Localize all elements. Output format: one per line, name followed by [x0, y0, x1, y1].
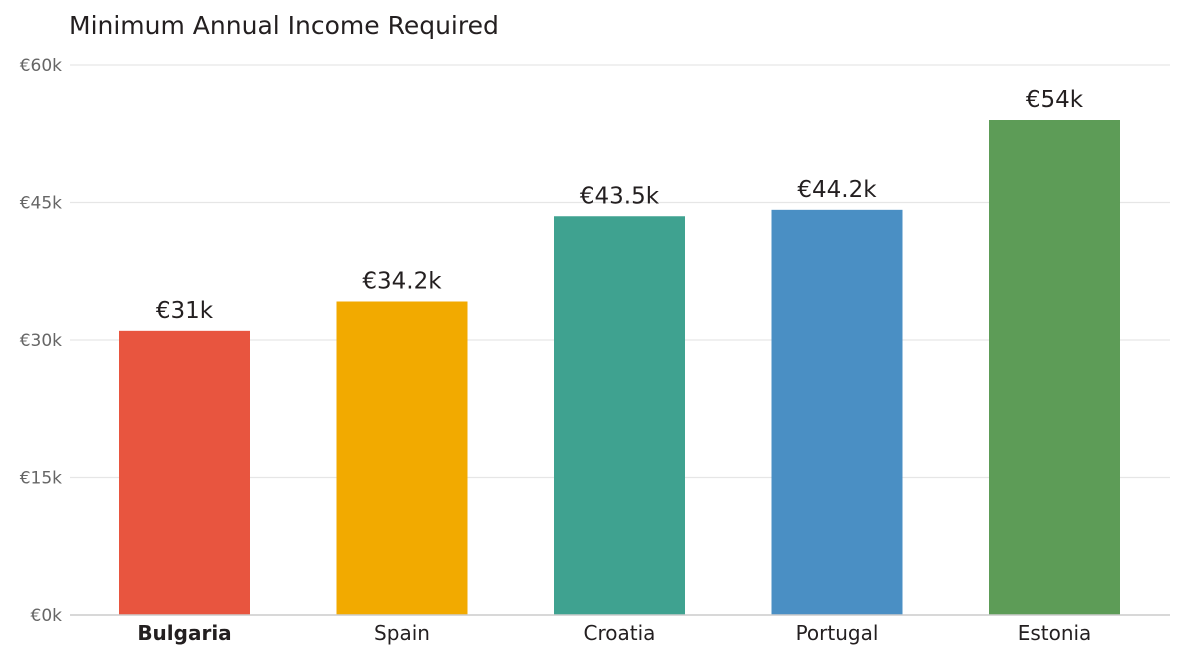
x-tick-label: Estonia: [1018, 621, 1092, 645]
y-tick-label: €60k: [20, 56, 62, 76]
bar-value-label: €44.2k: [797, 177, 877, 203]
y-tick-label: €0k: [31, 606, 63, 626]
bars: [119, 120, 1120, 616]
bar-value-label: €54k: [1026, 87, 1084, 113]
labels: €0k €15k €30k €45k €60k €31k Bulgaria €34.2k Spa…: [20, 56, 1092, 645]
bar: [554, 216, 685, 615]
x-tick-label: Spain: [374, 621, 430, 645]
y-tick-label: €15k: [20, 469, 62, 489]
x-tick-label: Portugal: [796, 621, 879, 645]
bar-value-label: €34.2k: [362, 269, 442, 295]
y-tick-label: €45k: [20, 194, 62, 214]
bar: [771, 209, 903, 616]
y-tick-label: €30k: [20, 331, 62, 351]
x-tick-label: Bulgaria: [137, 621, 231, 645]
bar-value-label: €31k: [156, 298, 214, 324]
bar: [119, 330, 250, 615]
bar-value-label: €43.5k: [580, 183, 660, 209]
x-tick-label: Croatia: [584, 621, 656, 645]
bar: [336, 301, 468, 615]
bar: [989, 120, 1120, 615]
chart-title: Minimum Annual Income Required: [69, 11, 499, 40]
